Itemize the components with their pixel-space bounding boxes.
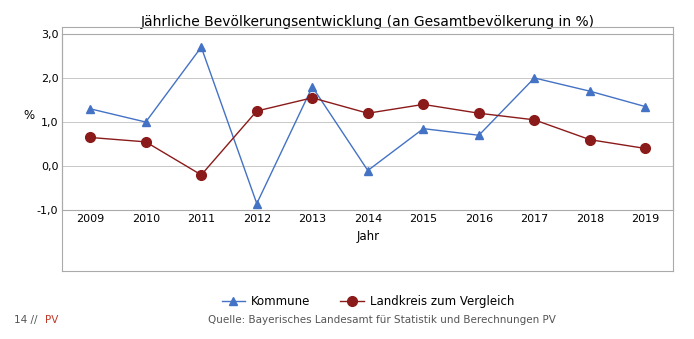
Legend: Kommune, Landkreis zum Vergleich: Kommune, Landkreis zum Vergleich xyxy=(217,290,518,313)
Text: PV: PV xyxy=(45,316,58,325)
Title: Jährliche Bevölkerungsentwicklung (an Gesamtbevölkerung in %): Jährliche Bevölkerungsentwicklung (an Ge… xyxy=(141,15,595,28)
X-axis label: Jahr: Jahr xyxy=(356,230,380,243)
Y-axis label: %: % xyxy=(23,109,34,122)
Text: 14 //: 14 // xyxy=(14,316,37,325)
Text: Quelle: Bayerisches Landesamt für Statistik und Berechnungen PV: Quelle: Bayerisches Landesamt für Statis… xyxy=(208,316,556,325)
